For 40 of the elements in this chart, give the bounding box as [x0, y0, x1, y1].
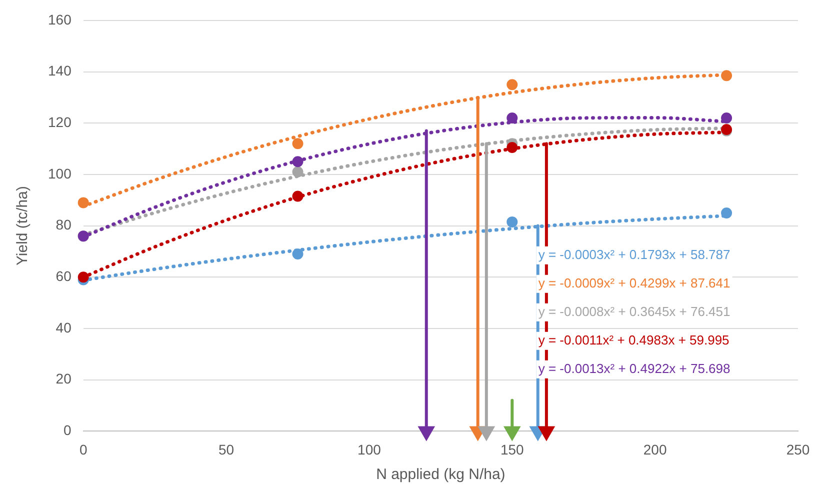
text: y = -0.0013x² + 0.4922x + 75.698: [538, 360, 730, 376]
x-tick-label: 150: [500, 441, 524, 458]
point: [506, 112, 518, 124]
point: [292, 138, 304, 150]
point: [506, 79, 518, 90]
y-tick-label: 40: [56, 319, 72, 336]
x-tick-label: 50: [218, 441, 234, 458]
series-label: y = -0.0003x² + 0.1793x + 58.787: [538, 246, 730, 262]
point: [504, 426, 520, 440]
y-tick-label: 60: [56, 268, 72, 284]
y-tick-label: 120: [48, 114, 72, 130]
text: y = -0.0011x² + 0.4983x + 59.995: [538, 332, 730, 348]
y-tick-label: 140: [48, 62, 72, 79]
text: y = -0.0008x² + 0.3645x + 76.451: [538, 304, 730, 319]
point: [292, 166, 304, 178]
point: [721, 207, 732, 218]
point: [506, 216, 518, 228]
y-tick-label: 160: [48, 11, 72, 28]
x-tick-label: 0: [79, 441, 88, 458]
point: [292, 156, 304, 168]
point: [721, 112, 732, 124]
point: [506, 142, 518, 153]
x-tick-label: 200: [643, 441, 667, 458]
point: [538, 426, 554, 440]
point: [721, 70, 732, 82]
point: [478, 426, 494, 440]
point: [292, 190, 304, 202]
y-tick-label: 100: [48, 165, 72, 182]
point: [418, 426, 434, 440]
x-tick-label: 100: [358, 441, 382, 458]
text: y = -0.0009x² + 0.4299x + 87.641: [538, 275, 730, 290]
point: [292, 248, 304, 260]
y-tick-label: 80: [56, 216, 72, 233]
x-tick-label: 250: [786, 441, 810, 458]
point: [78, 272, 89, 283]
point: [78, 197, 89, 208]
y-axis-title: Yield (tc/ha): [14, 186, 32, 266]
x-axis-title: N applied (kg N/ha): [376, 466, 506, 484]
y-tick-label: 20: [56, 370, 72, 387]
y-tick-label: 0: [64, 422, 72, 438]
